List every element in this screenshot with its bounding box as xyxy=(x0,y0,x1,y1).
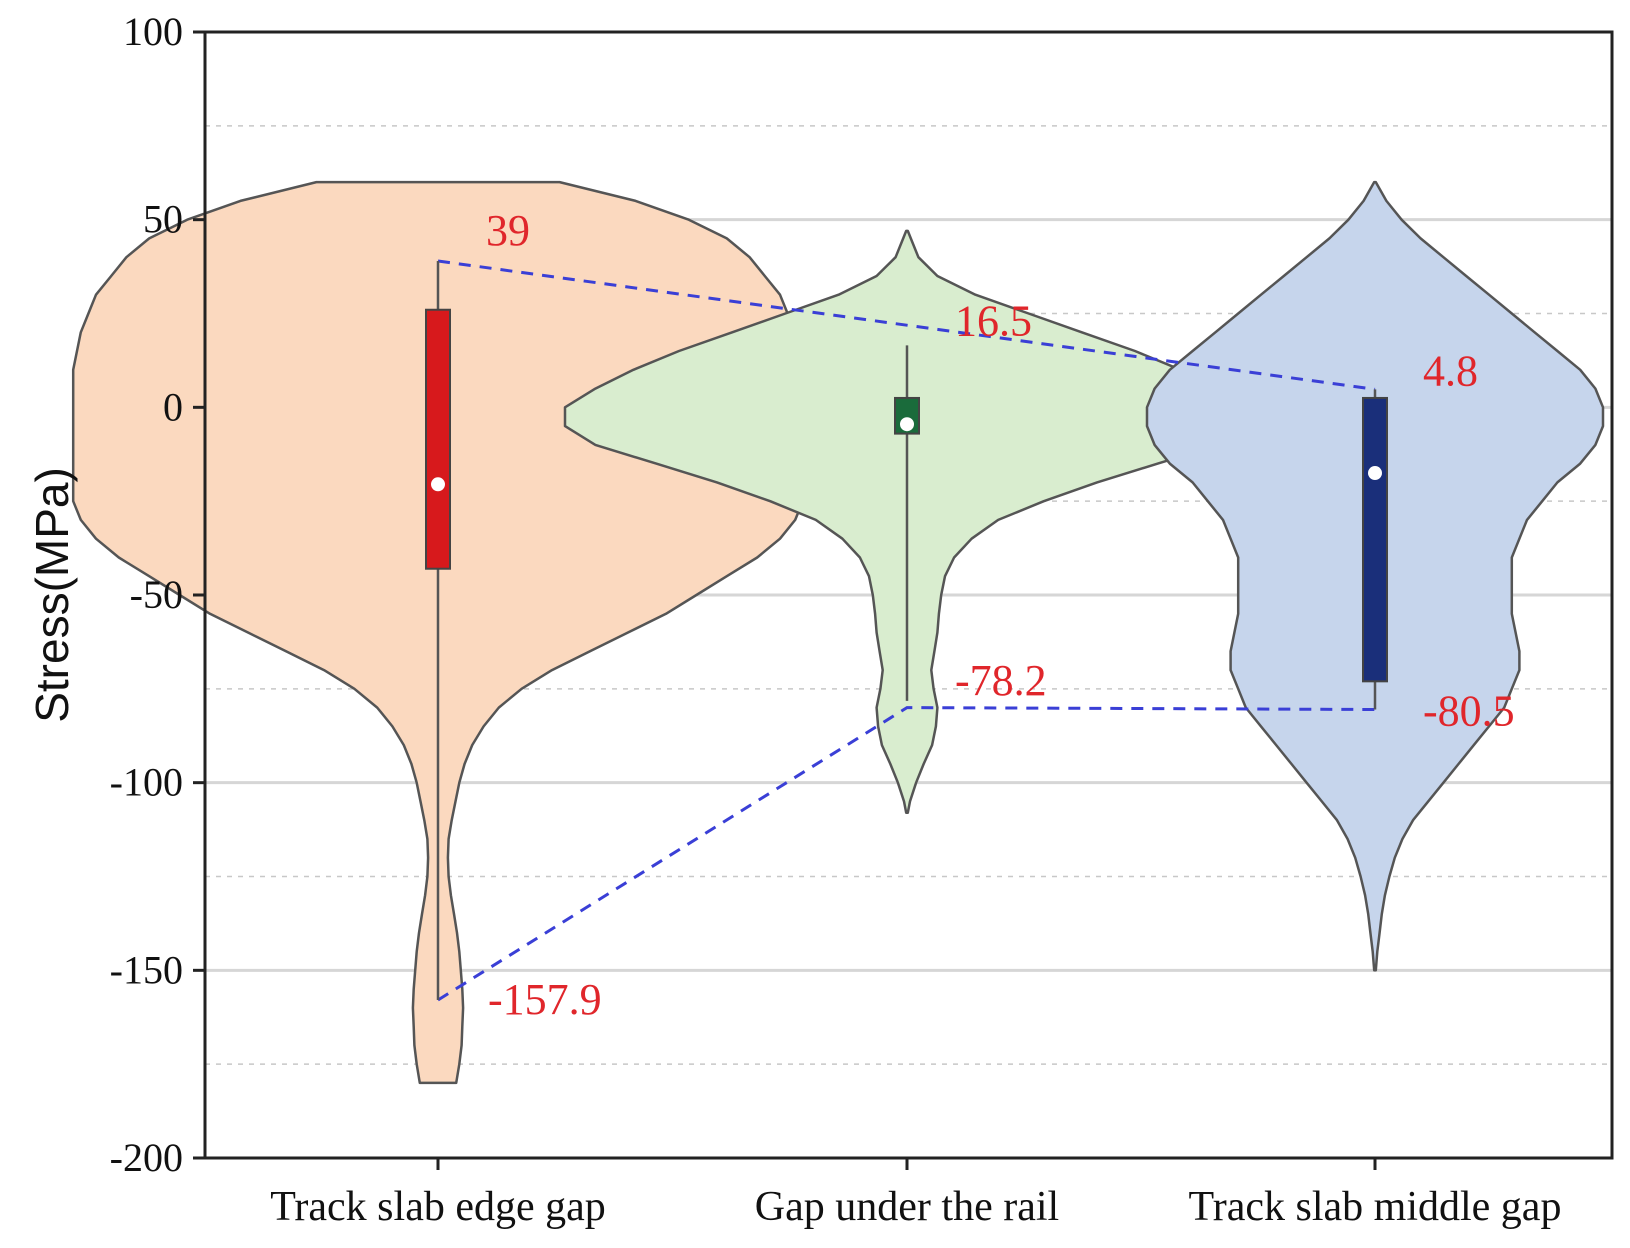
y-tick-label: 0 xyxy=(163,384,183,429)
data-annotation: -157.9 xyxy=(488,975,602,1024)
y-tick-label: -200 xyxy=(110,1135,183,1180)
mean-point xyxy=(431,477,445,492)
annotation-layer: 39 -157.9 16.5 -78.2 4.8 -80.5 xyxy=(486,206,1515,1024)
y-tick-label: -150 xyxy=(110,947,183,992)
connector-layer xyxy=(437,259,1376,1002)
y-axis-title: Stress(MPa) xyxy=(26,467,78,723)
data-annotation: 39 xyxy=(486,206,530,255)
x-tick-label: Track slab edge gap xyxy=(270,1184,606,1230)
y-tick-label: -100 xyxy=(110,760,183,805)
connector-line xyxy=(437,259,1376,391)
axis-layer: -200 -150 -100 -50 0 50 100 Track slab edge gap… xyxy=(110,9,1562,1230)
x-tick-label: Gap under the rail xyxy=(755,1184,1059,1230)
iqr-box xyxy=(1362,396,1388,683)
data-annotation: -80.5 xyxy=(1423,686,1515,735)
x-tick-label: Track slab middle gap xyxy=(1189,1184,1562,1230)
box-layer xyxy=(425,260,1388,1000)
y-tick-label: -50 xyxy=(130,572,183,617)
connector-line xyxy=(437,706,1376,1002)
mean-point xyxy=(1368,466,1382,481)
data-annotation: -78.2 xyxy=(955,656,1047,705)
y-tick-label: 100 xyxy=(123,9,183,54)
data-annotation: 4.8 xyxy=(1423,346,1478,395)
data-annotation: 16.5 xyxy=(955,296,1032,345)
iqr-box xyxy=(425,308,451,570)
mean-point xyxy=(900,417,914,432)
y-tick-label: 50 xyxy=(143,197,183,242)
